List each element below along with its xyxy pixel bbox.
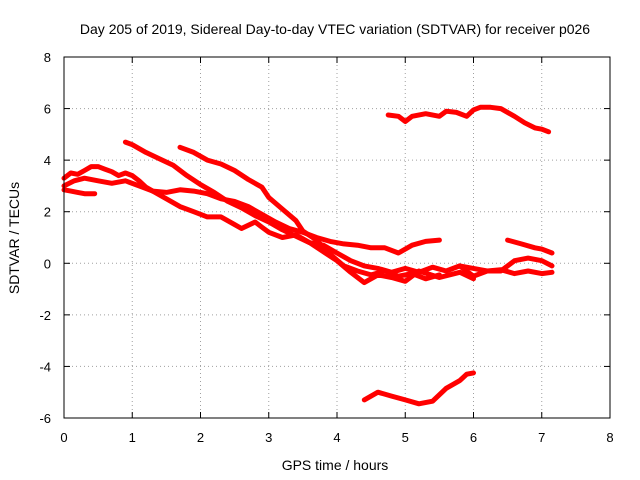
series-line-track-6 — [61, 187, 98, 197]
x-tick-label: 6 — [470, 430, 477, 445]
x-tick-label: 3 — [265, 430, 272, 445]
series-line-track-3 — [177, 144, 442, 282]
y-tick-label: 0 — [44, 256, 51, 271]
x-tick-label: 4 — [333, 430, 340, 445]
series-group — [61, 104, 555, 407]
y-tick-label: 8 — [44, 50, 51, 65]
series-line-track-4 — [61, 164, 442, 256]
x-tick-label: 8 — [606, 430, 613, 445]
y-tick-label: 4 — [44, 153, 51, 168]
x-tick-label: 5 — [402, 430, 409, 445]
y-axis-label: SDTVAR / TECUs — [6, 182, 22, 294]
y-tick-label: -6 — [39, 411, 51, 426]
y-tick-label: 6 — [44, 102, 51, 117]
grid — [64, 57, 610, 418]
series-line-track-2 — [122, 139, 476, 286]
series-line-track-7 — [457, 255, 555, 279]
series-line-track-5 — [61, 175, 555, 277]
x-axis-label: GPS time / hours — [282, 457, 389, 473]
y-tick-label: 2 — [44, 205, 51, 220]
y-tick-label: -4 — [39, 359, 51, 374]
series-line-track-9 — [361, 370, 476, 407]
x-tick-label: 7 — [538, 430, 545, 445]
series-line-track-1 — [385, 104, 552, 135]
x-tick-label: 2 — [197, 430, 204, 445]
chart-title: Day 205 of 2019, Sidereal Day-to-day VTE… — [80, 21, 590, 37]
series-line-track-8 — [505, 237, 555, 256]
x-tick-label: 0 — [60, 430, 67, 445]
axis-ticks: 0 1 2 3 4 5 6 7 8 -6 -4 -2 0 2 4 6 8 — [39, 50, 613, 445]
x-tick-label: 1 — [129, 430, 136, 445]
y-tick-label: -2 — [39, 308, 51, 323]
